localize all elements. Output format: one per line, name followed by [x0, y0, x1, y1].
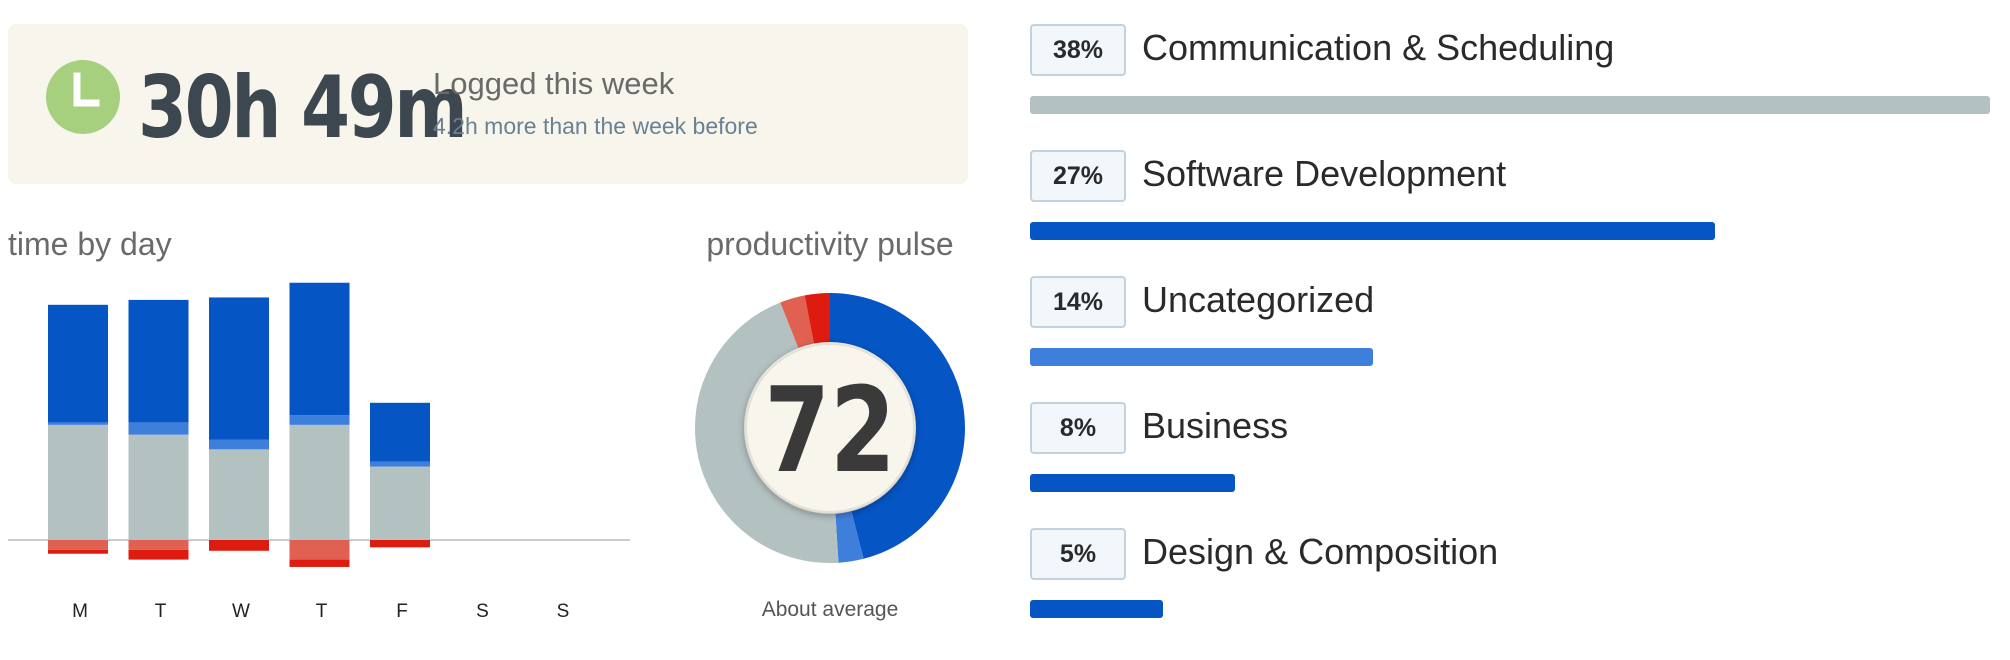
day-bar-segment — [289, 424, 350, 540]
category-item[interactable]: 5% Design & Composition — [1030, 528, 2000, 654]
total-logged-time: 30h 49m — [138, 58, 468, 158]
category-bar — [1030, 96, 1990, 114]
day-bar-segment — [209, 449, 269, 540]
day-bar-segment — [128, 540, 189, 550]
day-bar-segment — [370, 540, 430, 548]
category-percent-badge: 5% — [1030, 528, 1126, 580]
category-name[interactable]: Uncategorized — [1142, 279, 1375, 320]
clock-icon — [46, 60, 120, 134]
week-comparison-text: 4.2h more than the week before — [433, 113, 758, 139]
day-tick-label: W — [232, 601, 250, 622]
pulse-center — [745, 343, 915, 513]
category-bar — [1030, 222, 1716, 240]
category-breakdown: 38% Communication & Scheduling 27% Softw… — [1030, 24, 2000, 654]
day-bar-segment — [289, 540, 350, 560]
day-bar-segment — [370, 402, 430, 462]
day-bar-segment — [48, 540, 108, 550]
day-bar-segment — [289, 415, 350, 425]
day-tick-label: T — [155, 601, 167, 622]
productivity-pulse-chart — [695, 293, 965, 563]
productivity-score: 72 — [764, 361, 896, 499]
category-name[interactable]: Business — [1142, 405, 1289, 446]
day-tick-label: T — [316, 601, 328, 622]
day-bar-segment — [209, 297, 269, 440]
day-tick-label: F — [396, 601, 408, 622]
day-bar-segment — [370, 466, 430, 540]
pulse-slice — [835, 511, 864, 563]
logged-this-week-label: Logged this week — [433, 66, 675, 101]
day-tick-label: S — [557, 601, 570, 622]
category-bar — [1030, 348, 1373, 366]
day-bar-segment — [128, 299, 189, 423]
day-bar-segment — [48, 424, 108, 540]
category-name[interactable]: Software Development — [1142, 153, 1507, 194]
category-item[interactable]: 8% Business — [1030, 402, 2000, 528]
weekly-summary-card: 30h 49m Logged this week 4.2h more than … — [8, 24, 968, 184]
category-percent-badge: 14% — [1030, 276, 1126, 328]
category-bar — [1030, 474, 1236, 492]
day-bar-segment — [209, 439, 269, 450]
day-tick-label: S — [476, 601, 489, 622]
category-name[interactable]: Design & Composition — [1142, 531, 1499, 572]
productivity-caption: About average — [761, 598, 899, 621]
pulse-slice — [780, 295, 814, 349]
category-percent-badge: 38% — [1030, 24, 1126, 76]
category-item[interactable]: 14% Uncategorized — [1030, 276, 2000, 402]
category-item[interactable]: 27% Software Development — [1030, 150, 2000, 276]
pulse-slice — [804, 293, 830, 344]
productivity-pulse-title: productivity pulse — [706, 226, 954, 262]
day-bar-segment — [370, 461, 430, 467]
day-bar-segment — [128, 434, 189, 540]
category-item[interactable]: 38% Communication & Scheduling — [1030, 24, 2000, 150]
day-bar-segment — [48, 422, 108, 425]
day-tick-label: M — [72, 601, 88, 622]
day-bar-segment — [48, 549, 108, 554]
pulse-slice — [830, 293, 965, 559]
category-bar — [1030, 600, 1164, 618]
day-bar-segment — [128, 422, 189, 435]
category-name[interactable]: Communication & Scheduling — [1142, 27, 1615, 68]
day-bar-segment — [289, 559, 350, 567]
day-bar-segment — [289, 282, 350, 416]
day-bar-segment — [209, 540, 269, 551]
category-percent-badge: 8% — [1030, 402, 1126, 454]
pulse-slice — [695, 302, 839, 563]
day-bar-segment — [128, 549, 189, 560]
category-percent-badge: 27% — [1030, 150, 1126, 202]
time-by-day-title: time by day — [8, 226, 172, 262]
day-bar-segment — [48, 304, 108, 423]
